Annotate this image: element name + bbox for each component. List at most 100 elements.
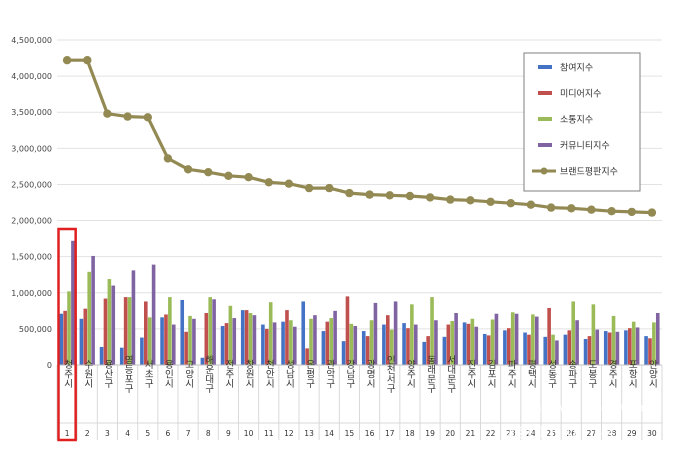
bar <box>188 315 192 365</box>
bar <box>393 301 398 365</box>
rank-label: 30 <box>647 429 657 438</box>
bar <box>534 316 539 365</box>
category-label: 도봉구 <box>586 360 597 389</box>
bar <box>635 327 640 365</box>
bar <box>333 310 337 365</box>
line-point <box>365 190 374 199</box>
y-tick-label: 0 <box>47 361 52 370</box>
bar <box>107 279 112 365</box>
line-point <box>647 208 657 217</box>
line-series <box>62 56 657 217</box>
bar <box>71 240 75 365</box>
rank-label: 15 <box>345 429 355 438</box>
bar <box>631 321 636 365</box>
category-label: 서초구 <box>142 360 153 389</box>
category-label: 관악구 <box>324 360 335 389</box>
bar <box>144 301 148 365</box>
bar <box>321 331 326 365</box>
rank-label: 22 <box>486 429 496 438</box>
category-label: 안양시 <box>646 360 657 389</box>
bar <box>430 297 434 365</box>
bar <box>224 323 229 365</box>
y-tick-label: 4,500,000 <box>11 36 52 45</box>
bar <box>281 321 285 365</box>
rank-label: 6 <box>166 429 171 438</box>
bar <box>67 291 71 365</box>
bar <box>551 334 555 365</box>
bar <box>555 340 559 365</box>
highlight-box <box>57 227 77 442</box>
bar <box>615 331 620 365</box>
line-point <box>546 203 556 212</box>
bar <box>261 324 265 365</box>
legend-label: 커뮤니티지수 <box>560 141 610 152</box>
bar <box>490 319 495 365</box>
bar <box>301 301 306 365</box>
category-label: 고양시 <box>183 360 194 389</box>
category-label: 강남구 <box>344 360 355 389</box>
bar <box>212 299 216 365</box>
bar <box>410 304 414 365</box>
y-axis-ticks: 0 500,000 1,000,000 1,500,000 2,000,000 2,500… <box>11 36 52 370</box>
bar <box>494 313 499 365</box>
bar <box>523 332 527 365</box>
bar <box>268 302 273 365</box>
bar <box>563 334 568 365</box>
bar <box>603 331 608 365</box>
bar <box>171 324 176 365</box>
bar-series <box>59 240 660 365</box>
bar <box>252 315 257 365</box>
bar <box>131 270 136 365</box>
rank-label: 7 <box>186 429 191 438</box>
bar <box>406 328 410 365</box>
bar <box>595 329 600 365</box>
rank-label: 18 <box>405 429 415 438</box>
bar <box>91 255 95 365</box>
bar <box>220 326 225 365</box>
bar <box>127 297 132 365</box>
bar <box>426 336 430 365</box>
bar <box>434 320 438 365</box>
y-tick-label: 4,000,000 <box>11 72 52 81</box>
category-label: 평택시 <box>525 360 536 389</box>
category-label: 서대문구 <box>445 355 456 394</box>
category-label: 전주시 <box>223 360 234 389</box>
bar <box>591 304 596 365</box>
bar <box>240 310 245 365</box>
bar <box>289 320 293 365</box>
category-label: 은평구 <box>304 360 315 389</box>
bar <box>474 326 479 365</box>
bar <box>382 324 386 365</box>
bar <box>503 330 507 365</box>
category-label: 파주시 <box>505 360 516 389</box>
legend-label: 브랜드평판지수 <box>560 167 618 178</box>
bar <box>547 307 551 365</box>
bar <box>567 330 572 365</box>
y-tick-label: 1,000,000 <box>11 289 52 298</box>
bar <box>462 322 467 365</box>
category-label: 인천서구 <box>384 355 395 394</box>
bar <box>341 341 346 365</box>
bar <box>575 320 579 365</box>
line-point <box>486 197 495 206</box>
line-point <box>224 171 233 180</box>
rank-label: 13 <box>304 429 314 438</box>
line-point <box>425 193 435 202</box>
line-point <box>345 188 354 198</box>
legend-swatch <box>538 117 552 121</box>
gridlines <box>57 39 662 366</box>
bar <box>466 323 471 365</box>
bar <box>365 336 370 365</box>
category-label: 수원시 <box>82 360 93 389</box>
category-label: 창원시 <box>243 360 254 389</box>
rank-label: 1 <box>65 429 70 438</box>
bar <box>151 264 156 365</box>
bar <box>611 315 616 365</box>
bar <box>119 347 124 365</box>
bar <box>204 313 209 365</box>
watermark-line1: DamwhaMediaGroup <box>524 401 660 416</box>
bar <box>652 322 656 365</box>
category-label: 성동구 <box>546 360 557 389</box>
rank-label: 29 <box>627 429 637 438</box>
